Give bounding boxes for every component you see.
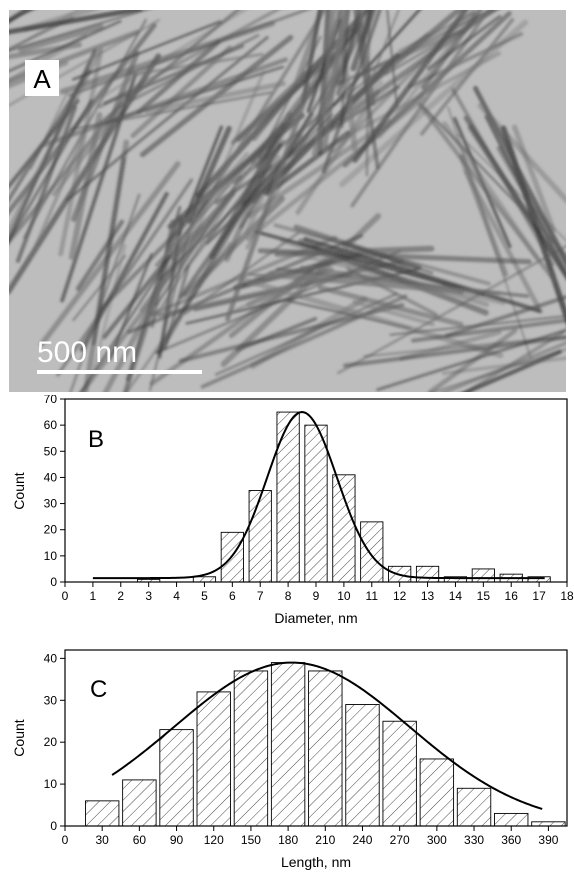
length-x-axis: 0 30 60 90 120 150 180 210 240 270 300 330 360 390 — [62, 826, 559, 847]
diameter-y-tick-label: 30 — [44, 497, 58, 511]
length-y-tick-label: 20 — [44, 735, 58, 749]
diameter-x-tick-label: 0 — [62, 589, 69, 603]
diameter-bar — [192, 576, 217, 583]
length-x-tick-label: 270 — [390, 833, 410, 847]
tem-micrograph: A 500 nm — [9, 10, 566, 392]
length-bar — [382, 720, 417, 827]
diameter-x-tick-label: 8 — [285, 589, 292, 603]
diameter-bar — [471, 568, 495, 583]
diameter-x-tick-label: 15 — [477, 589, 491, 603]
diameter-bar — [304, 424, 328, 583]
diameter-y-tick-label: 0 — [50, 575, 57, 589]
diameter-bar — [248, 490, 272, 583]
diameter-y-tick-label: 70 — [44, 395, 58, 406]
length-x-tick-label: 240 — [352, 833, 372, 847]
length-x-tick-label: 330 — [464, 833, 484, 847]
length-x-tick-label: 150 — [241, 833, 261, 847]
diameter-x-tick-label: 10 — [337, 589, 351, 603]
diameter-x-tick-label: 1 — [90, 589, 97, 603]
length-y-tick-label: 10 — [44, 777, 58, 791]
panel-a-label: A — [33, 64, 51, 94]
diameter-x-tick-label: 3 — [145, 589, 152, 603]
length-x-tick-label: 60 — [133, 833, 147, 847]
length-bars — [85, 662, 566, 827]
length-x-axis-label: Length, nm — [281, 854, 351, 870]
diameter-x-axis-label: Diameter, nm — [274, 610, 357, 626]
diameter-bar — [360, 521, 384, 583]
diameter-x-tick-label: 9 — [313, 589, 320, 603]
length-y-axis-label: Count — [11, 719, 27, 756]
scale-bar-label: 500 nm — [37, 336, 137, 369]
diameter-histogram: 0 1 2 3 4 5 6 7 8 9 10 11 12 13 14 15 16 17 18 01020304050… — [11, 395, 574, 626]
diameter-gaussian-fit — [92, 411, 545, 580]
diameter-bar — [276, 411, 300, 583]
length-y-tick-label: 30 — [44, 693, 58, 707]
panel-a-label-box — [25, 60, 59, 96]
length-bar — [233, 670, 269, 827]
diameter-y-axis: 0 10 20 30 40 50 60 70 — [44, 395, 65, 589]
length-x-tick-label: 30 — [96, 833, 110, 847]
diameter-y-tick-label: 10 — [44, 549, 58, 563]
length-bar — [456, 787, 492, 827]
length-bar — [308, 670, 343, 827]
diameter-x-tick-label: 11 — [366, 589, 379, 603]
length-x-tick-label: 300 — [427, 833, 447, 847]
diameter-x-tick-label: 4 — [173, 589, 180, 603]
length-bar — [419, 758, 455, 827]
length-histogram: 0 30 60 90 120 150 180 210 240 270 300 330 360 390 0 1… — [11, 649, 568, 870]
diameter-x-tick-label: 17 — [532, 589, 546, 603]
length-plot-frame — [64, 649, 568, 827]
length-bar — [122, 779, 157, 827]
diameter-y-tick-label: 40 — [44, 470, 58, 484]
length-bar — [345, 704, 380, 827]
diameter-x-axis: 0 1 2 3 4 5 6 7 8 9 10 11 12 13 14 15 16 17 18 — [62, 582, 574, 603]
length-y-axis: 0 10 20 30 40 — [44, 651, 65, 833]
diameter-y-tick-label: 50 — [44, 444, 58, 458]
length-bar — [85, 800, 120, 827]
diameter-x-tick-label: 7 — [257, 589, 264, 603]
diameter-bar — [332, 474, 356, 583]
length-x-tick-label: 0 — [62, 833, 69, 847]
diameter-x-tick-label: 18 — [560, 589, 574, 603]
length-x-tick-label: 360 — [501, 833, 521, 847]
length-y-tick-label: 0 — [50, 819, 57, 833]
length-bar — [159, 729, 194, 827]
length-x-tick-label: 180 — [278, 833, 298, 847]
length-bar — [270, 662, 306, 827]
length-y-tick-label: 40 — [44, 651, 58, 665]
panel-c-label: C — [90, 676, 107, 703]
diameter-y-tick-label: 60 — [44, 418, 58, 432]
length-bar — [196, 691, 231, 827]
diameter-x-tick-label: 2 — [117, 589, 124, 603]
diameter-x-tick-label: 12 — [393, 589, 407, 603]
length-bar — [531, 821, 566, 827]
length-x-tick-label: 390 — [538, 833, 558, 847]
length-x-tick-label: 90 — [170, 833, 184, 847]
tem-grain — [9, 10, 566, 392]
diameter-x-tick-label: 5 — [201, 589, 208, 603]
length-x-tick-label: 210 — [315, 833, 335, 847]
scale-bar — [37, 370, 202, 374]
diameter-x-tick-label: 14 — [449, 589, 463, 603]
diameter-x-tick-label: 13 — [421, 589, 435, 603]
diameter-x-tick-label: 16 — [505, 589, 519, 603]
length-gaussian-fit — [111, 661, 543, 810]
diameter-y-tick-label: 20 — [44, 523, 58, 537]
length-x-tick-label: 120 — [204, 833, 224, 847]
diameter-x-tick-label: 6 — [229, 589, 236, 603]
length-bar — [494, 812, 529, 827]
diameter-y-axis-label: Count — [11, 472, 27, 509]
panel-b-label: B — [88, 426, 104, 453]
diameter-bar — [415, 565, 440, 583]
